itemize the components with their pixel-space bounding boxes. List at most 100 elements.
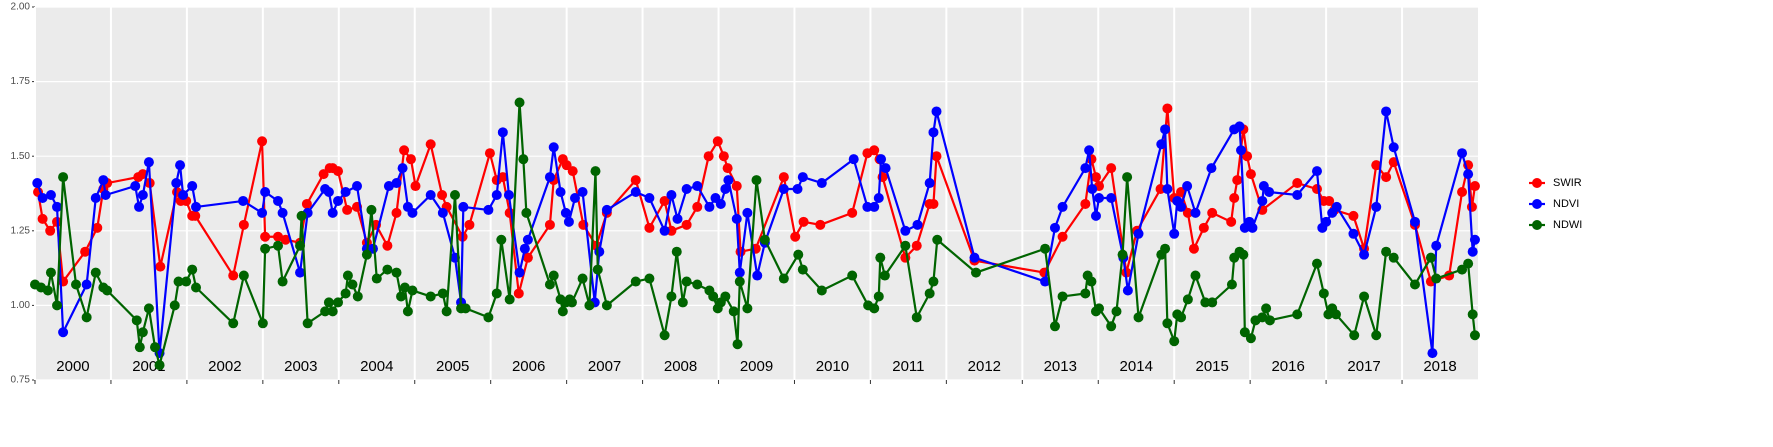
point <box>301 198 312 209</box>
point <box>1176 312 1187 323</box>
point <box>548 270 559 281</box>
point <box>630 276 641 287</box>
point <box>742 207 753 218</box>
point <box>692 279 703 290</box>
point <box>437 207 448 218</box>
point <box>1388 252 1399 263</box>
point <box>1431 273 1442 284</box>
point <box>1425 252 1436 263</box>
point <box>175 160 186 171</box>
point <box>1057 231 1068 242</box>
point <box>361 249 372 260</box>
point <box>734 276 745 287</box>
point <box>491 288 502 299</box>
point <box>437 189 448 200</box>
point <box>869 201 880 212</box>
point <box>399 145 410 156</box>
point <box>257 136 268 147</box>
point <box>876 154 887 165</box>
point <box>273 240 284 251</box>
point <box>847 207 858 218</box>
point <box>970 267 981 278</box>
year-label: 2007 <box>588 358 621 375</box>
point <box>592 264 603 275</box>
point <box>1122 172 1133 183</box>
point <box>342 204 353 215</box>
point <box>1162 184 1173 195</box>
point <box>1469 181 1480 192</box>
year-label: 2017 <box>1347 358 1380 375</box>
point <box>169 300 180 311</box>
point <box>1247 222 1258 233</box>
point <box>1040 276 1051 287</box>
point <box>900 240 911 251</box>
point <box>544 172 555 183</box>
point <box>681 184 692 195</box>
point <box>1236 145 1247 156</box>
point <box>1371 201 1382 212</box>
point <box>659 330 670 341</box>
point <box>130 181 141 192</box>
point <box>391 178 402 189</box>
point <box>396 291 407 302</box>
point <box>1190 207 1201 218</box>
point <box>323 297 334 308</box>
point <box>601 204 612 215</box>
point <box>137 189 148 200</box>
point <box>1080 198 1091 209</box>
point <box>1245 333 1256 344</box>
point <box>191 201 202 212</box>
point <box>327 207 338 218</box>
point <box>1238 249 1249 260</box>
point <box>1257 195 1268 206</box>
point <box>544 219 555 230</box>
point <box>1466 201 1477 212</box>
point <box>924 178 935 189</box>
year-label: 2015 <box>1195 358 1228 375</box>
point <box>228 270 239 281</box>
point <box>1264 187 1275 198</box>
point <box>544 279 555 290</box>
point <box>342 270 353 281</box>
legend-label: SWIR <box>1553 177 1582 189</box>
point <box>900 225 911 236</box>
point <box>90 267 101 278</box>
point <box>928 276 939 287</box>
point <box>352 291 363 302</box>
point <box>333 297 344 308</box>
point <box>522 252 533 263</box>
point <box>563 216 574 227</box>
year-label: 2000 <box>56 358 89 375</box>
point <box>1057 291 1068 302</box>
point <box>191 282 202 293</box>
point <box>911 240 922 251</box>
point <box>137 327 148 338</box>
year-label: 2014 <box>1120 358 1153 375</box>
point <box>792 184 803 195</box>
point <box>410 181 421 192</box>
legend-label: NDVI <box>1553 198 1579 210</box>
point <box>873 291 884 302</box>
year-label: 2004 <box>360 358 393 375</box>
point <box>1162 103 1173 114</box>
point <box>1094 303 1105 314</box>
point <box>720 184 731 195</box>
point <box>1234 121 1245 132</box>
point <box>42 285 53 296</box>
point <box>1188 243 1199 254</box>
legend-key <box>1532 199 1542 209</box>
point <box>1324 195 1335 206</box>
point <box>681 276 692 287</box>
point <box>630 187 641 198</box>
point <box>399 282 410 293</box>
point <box>352 181 363 192</box>
point <box>277 276 288 287</box>
point <box>1176 201 1187 212</box>
point <box>594 246 605 257</box>
point <box>366 204 377 215</box>
point <box>1080 163 1091 174</box>
point <box>1162 318 1173 329</box>
point <box>862 201 873 212</box>
year-label: 2013 <box>1044 358 1077 375</box>
point <box>666 189 677 200</box>
